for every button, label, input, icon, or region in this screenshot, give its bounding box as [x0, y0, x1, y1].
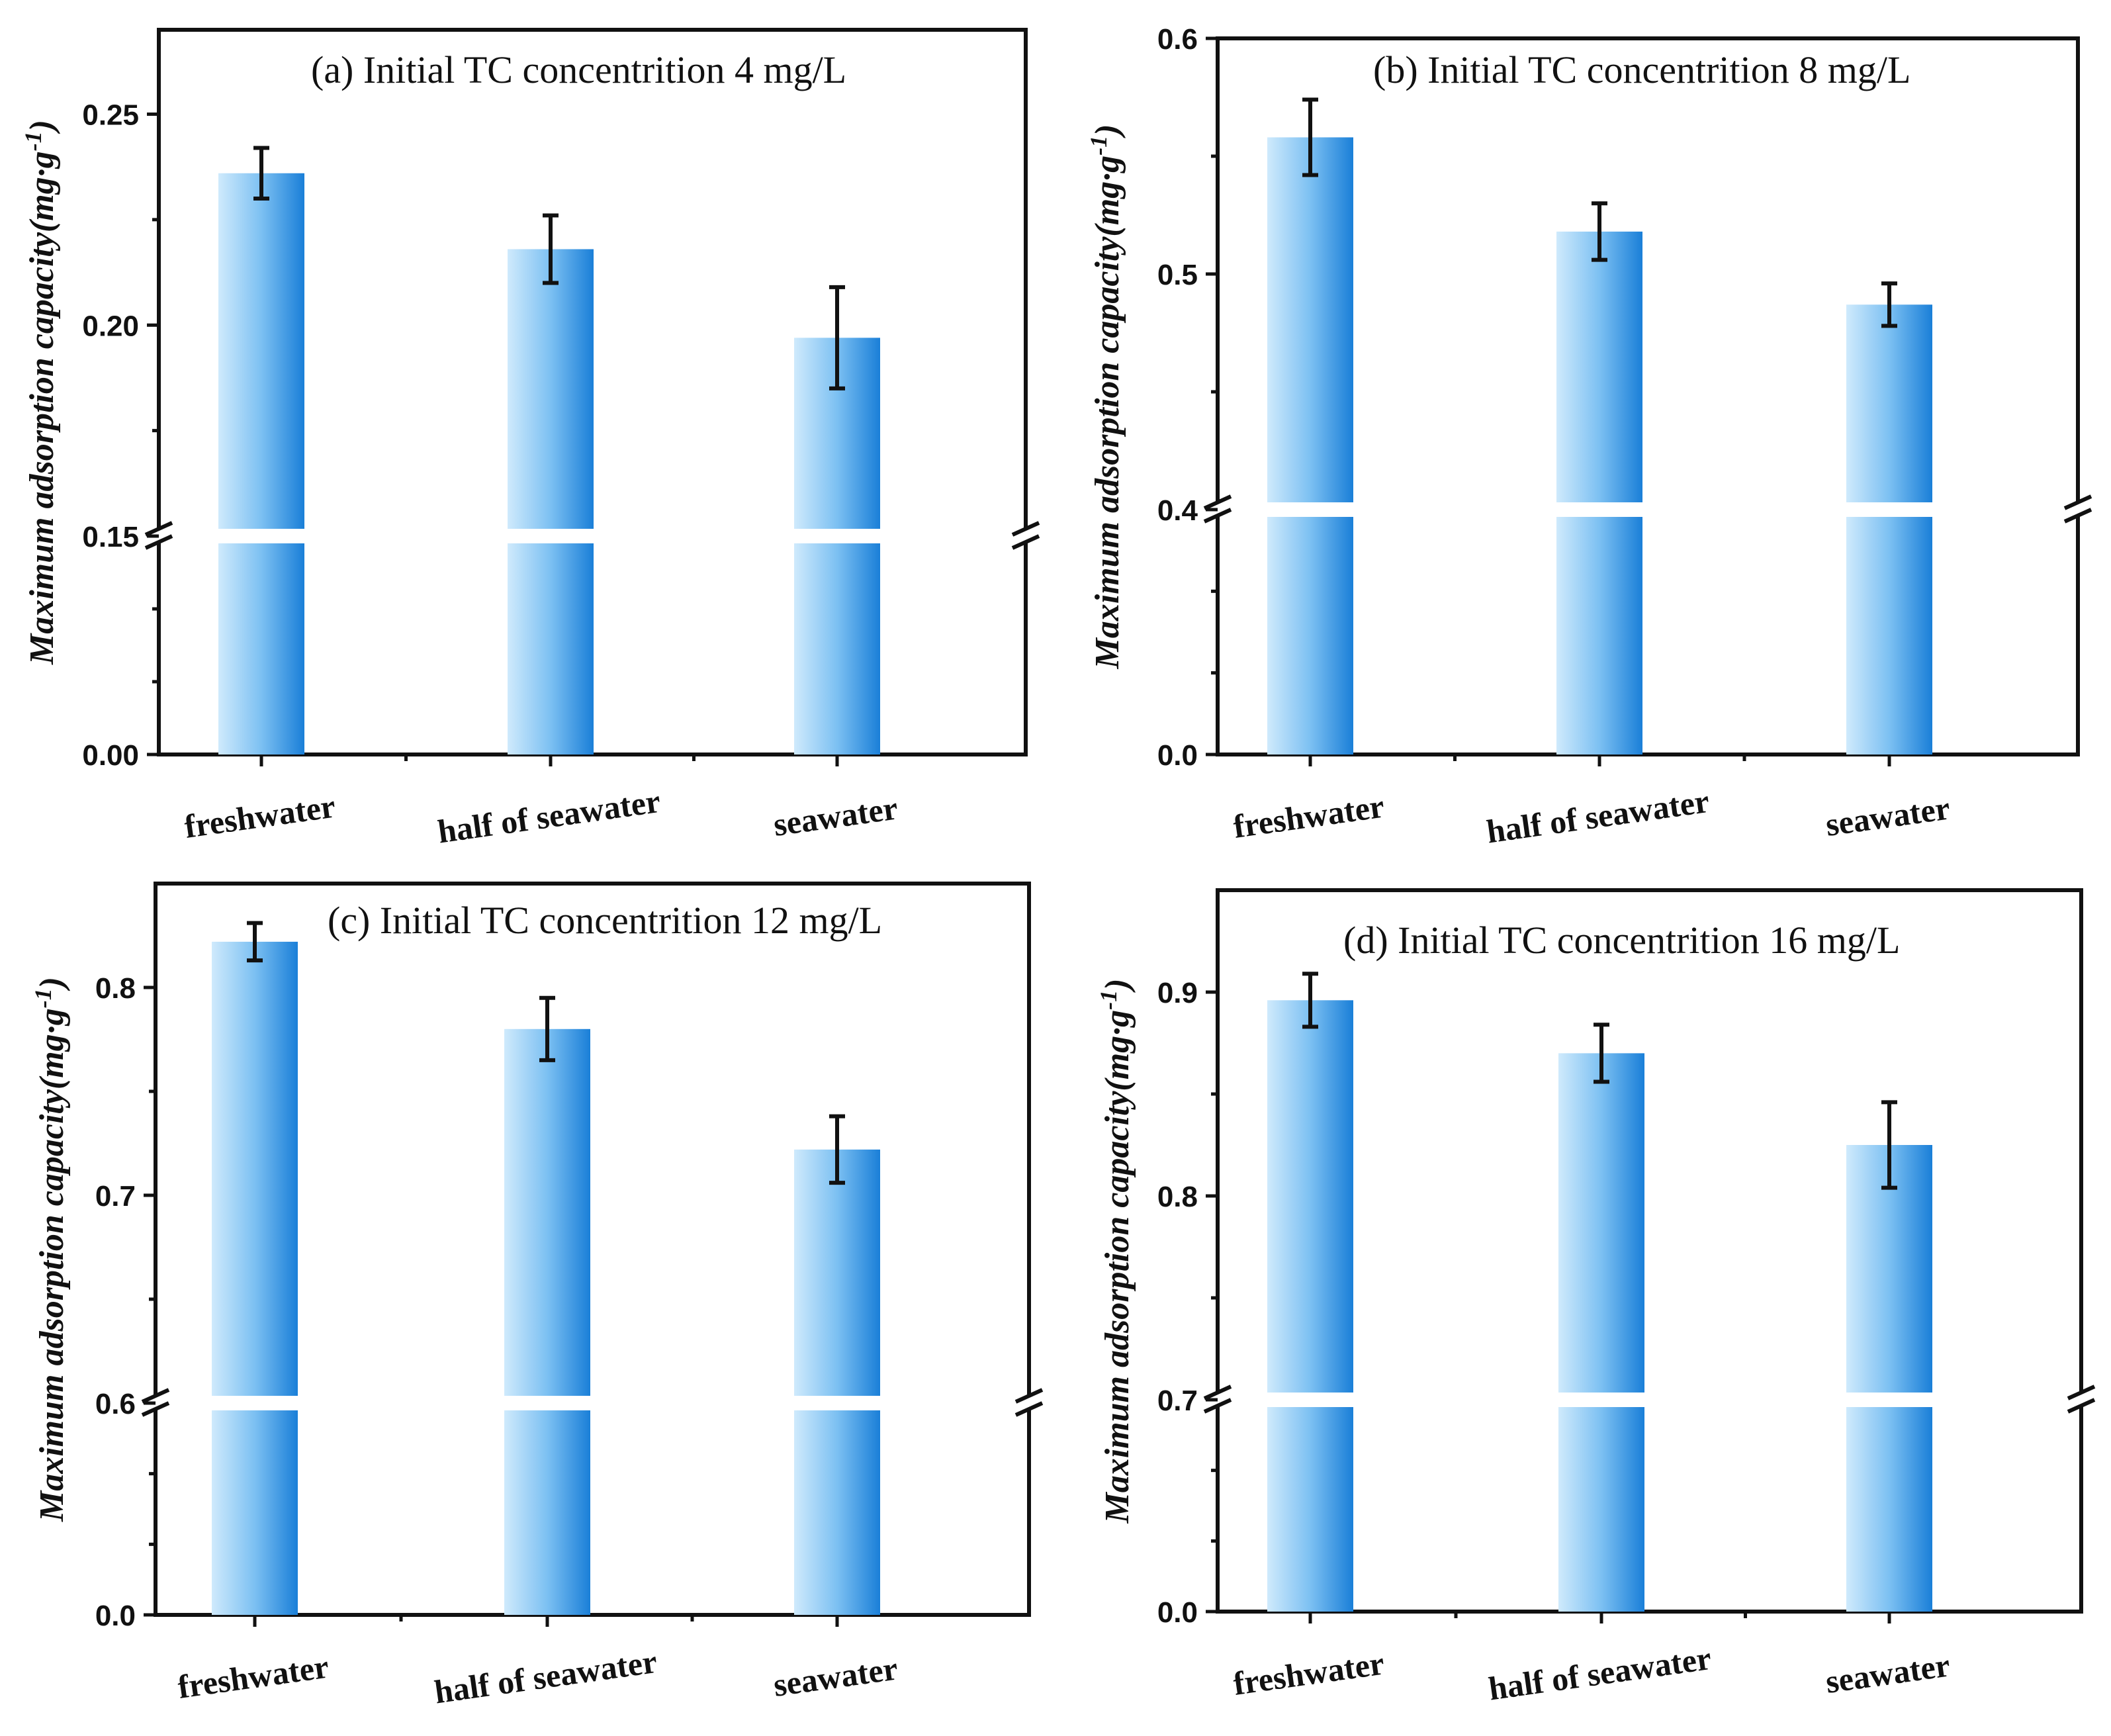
y-axis-label: Maximum adsorption capacity(mg·g-1) [30, 977, 71, 1522]
axis-break-mark [141, 1401, 170, 1417]
plot-frame [1216, 36, 2080, 756]
y-tick-label: 0.20 [82, 310, 139, 342]
axis-break-mark [144, 534, 173, 550]
bar-2 [508, 249, 594, 754]
y-tick-label: 0.0 [95, 1600, 136, 1632]
category-label-1: freshwater [1231, 787, 1386, 845]
panel-title: (a) Initial TC concentrition 4 mg/L [311, 48, 846, 91]
chart-panel-d: 0.0 0.7 0.8 0.9 freshwater half of seawater se… [1095, 888, 2096, 1708]
category-label-3: seawater [771, 789, 900, 843]
bar-3 [794, 1149, 880, 1615]
axis-break-mark [1011, 534, 1040, 550]
bar-1 [1267, 1000, 1353, 1612]
bar-3 [794, 338, 880, 754]
axis-break-mark [2067, 1398, 2096, 1414]
bar-2 [1558, 1053, 1644, 1612]
bar-2 [1556, 231, 1642, 754]
category-label-1: freshwater [182, 787, 337, 845]
y-tick-label: 0.0 [1157, 739, 1198, 772]
y-axis-label-main: Maximum adsorption capacity [1099, 1091, 1136, 1524]
axis-break-mark [1011, 521, 1040, 537]
chart-panel-a: 0.00 0.15 0.20 0.25 freshwater half of seawat… [20, 28, 1040, 850]
y-tick-label: 0.9 [1157, 977, 1198, 1009]
category-label-2: half of seawater [1486, 1639, 1713, 1708]
axis-break-mark [2063, 494, 2092, 510]
y-tick-label: 0.5 [1157, 259, 1198, 291]
y-axis-label-close: ) [1099, 978, 1136, 992]
category-label-3: seawater [1823, 1646, 1952, 1700]
y-tick-label: 0.8 [95, 972, 136, 1005]
axis-break-mark [1203, 508, 1232, 524]
y-tick-label: 0.6 [1157, 23, 1198, 56]
y-tick-label: 0.0 [1157, 1596, 1198, 1629]
y-tick-label: 0.6 [95, 1388, 136, 1420]
axis-break-mark [1203, 1398, 1232, 1414]
axis-break-mark [1014, 1401, 1044, 1417]
axis-break-mark [141, 1388, 170, 1404]
y-axis-label-main: Maximum adsorption capacity [1089, 236, 1126, 670]
axis-break-mark [1203, 494, 1232, 510]
y-axis-label-unit: (mg·g [1089, 156, 1126, 237]
panel-title: (c) Initial TC concentrition 12 mg/L [328, 899, 882, 942]
plot-frame [154, 882, 1031, 1617]
plot-frame [1216, 888, 2083, 1614]
y-axis-label-sup: -1 [1085, 136, 1112, 156]
bar-3 [1846, 304, 1932, 754]
y-tick-label: 0.8 [1157, 1181, 1198, 1213]
axis-break-mark [1014, 1388, 1044, 1404]
y-axis-label-close: ) [23, 120, 61, 134]
y-tick-label: 0.7 [1157, 1385, 1198, 1417]
y-tick-label: 0.7 [95, 1180, 136, 1212]
axis-break-mark [2067, 1385, 2096, 1400]
y-axis-label-close: ) [33, 977, 71, 991]
panel-title: (d) Initial TC concentrition 16 mg/L [1343, 919, 1900, 962]
y-axis-label-sup: -1 [30, 988, 56, 1008]
category-label-3: seawater [771, 1649, 900, 1704]
y-tick-label: 0.15 [82, 521, 139, 553]
bar-1 [1267, 137, 1353, 754]
y-axis-label-sup: -1 [20, 131, 46, 151]
bar-1 [212, 941, 298, 1615]
y-axis-label-unit: (mg·g [23, 151, 61, 232]
chart-panel-b: 0.0 0.4 0.5 0.6 freshwater half of seawater se… [1085, 23, 2092, 850]
bar-3 [1846, 1145, 1932, 1612]
y-axis-label-unit: (mg·g [33, 1008, 71, 1089]
category-label-1: freshwater [175, 1647, 331, 1705]
axis-break-mark [144, 521, 173, 537]
y-axis-label-main: Maximum adsorption capacity [33, 1089, 71, 1522]
axis-break-mark [2063, 508, 2092, 524]
category-label-2: half of seawater [432, 1643, 659, 1711]
y-axis-label: Maximum adsorption capacity(mg·g-1) [20, 120, 61, 665]
panel-title: (b) Initial TC concentrition 8 mg/L [1373, 48, 1910, 91]
y-axis-label-unit: (mg·g [1099, 1010, 1136, 1091]
axis-break-mark [1203, 1385, 1232, 1400]
y-axis-label-main: Maximum adsorption capacity [23, 232, 61, 665]
bar-2 [504, 1028, 590, 1615]
chart-panel-c: 0.0 0.6 0.7 0.8 freshwater half of seawater se… [30, 882, 1044, 1711]
y-axis-label: Maximum adsorption capacity(mg·g-1) [1095, 978, 1136, 1524]
y-tick-label: 0.00 [82, 739, 139, 772]
bar-1 [218, 173, 304, 754]
y-axis-label: Maximum adsorption capacity(mg·g-1) [1085, 124, 1126, 669]
y-tick-label: 0.4 [1157, 494, 1198, 527]
y-axis-label-close: ) [1089, 124, 1126, 138]
category-label-3: seawater [1823, 789, 1952, 843]
y-axis-label-sup: -1 [1095, 990, 1122, 1010]
y-tick-label: 0.25 [82, 99, 139, 132]
category-label-2: half of seawater [435, 782, 662, 850]
category-label-2: half of seawater [1484, 782, 1711, 850]
category-label-1: freshwater [1231, 1644, 1386, 1702]
